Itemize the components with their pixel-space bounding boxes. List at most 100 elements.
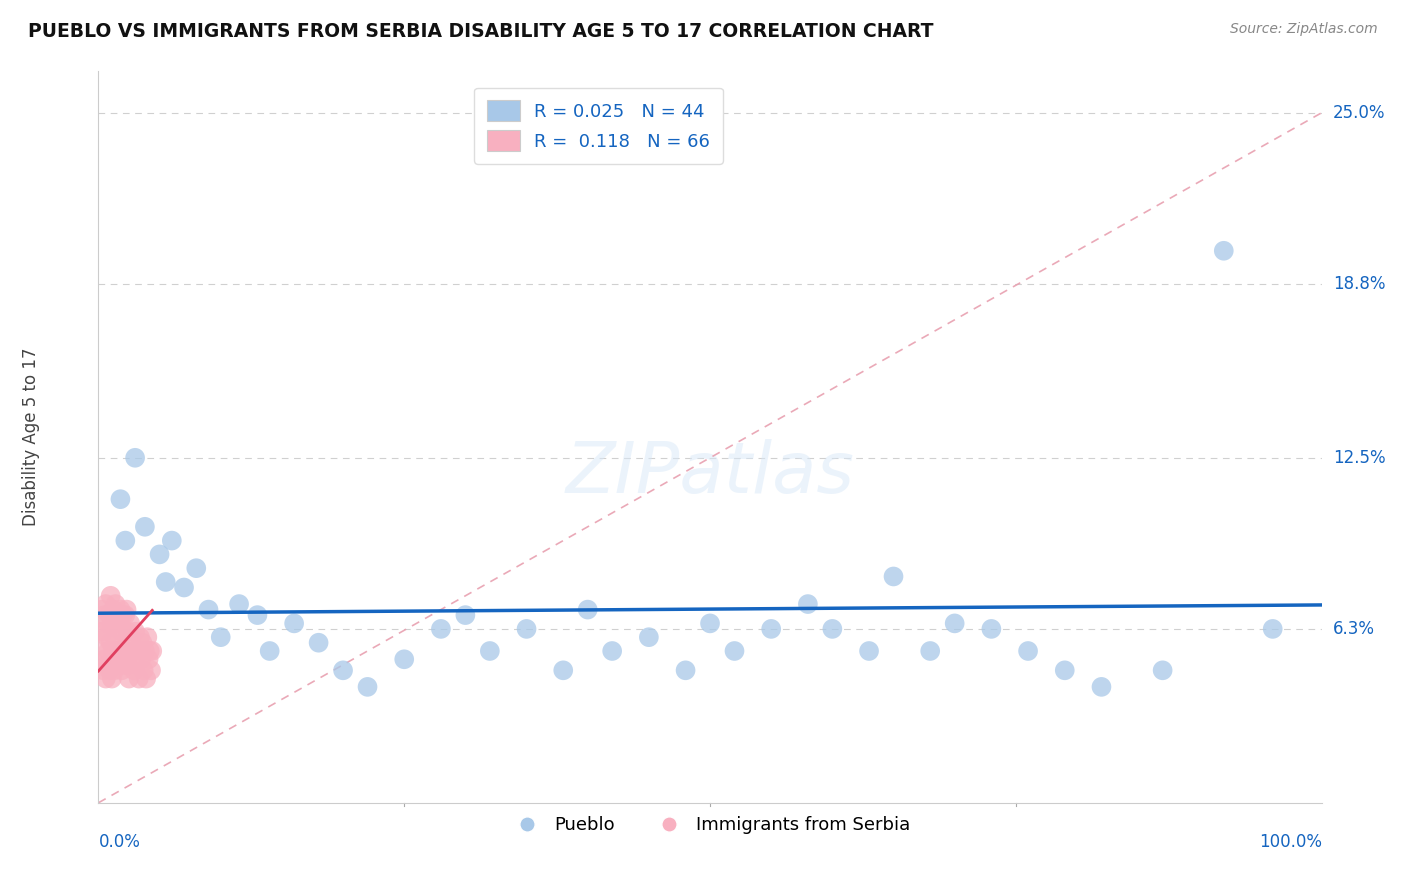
Point	[101, 602, 124, 616]
Point	[118, 672, 141, 686]
Point	[120, 630, 142, 644]
Point	[149, 548, 172, 562]
Point	[553, 663, 575, 677]
Point	[943, 616, 966, 631]
Point	[111, 624, 134, 639]
Point	[1053, 663, 1076, 677]
Point	[111, 608, 134, 623]
Point	[761, 622, 783, 636]
Point	[132, 663, 155, 677]
Point	[89, 624, 111, 639]
Point	[108, 616, 131, 631]
Point	[129, 630, 152, 644]
Point	[120, 616, 142, 631]
Point	[112, 624, 135, 639]
Point	[124, 450, 146, 465]
Point	[124, 624, 146, 639]
Point	[392, 652, 416, 666]
Point	[1212, 244, 1234, 258]
Point	[430, 622, 453, 636]
Point	[117, 624, 139, 639]
Point	[883, 569, 905, 583]
Point	[103, 608, 125, 623]
Point	[94, 672, 117, 686]
Point	[173, 581, 195, 595]
Point	[228, 597, 250, 611]
Text: 18.8%: 18.8%	[1333, 275, 1385, 293]
Point	[114, 533, 136, 548]
Point	[110, 492, 132, 507]
Point	[110, 644, 132, 658]
Text: PUEBLO VS IMMIGRANTS FROM SERBIA DISABILITY AGE 5 TO 17 CORRELATION CHART: PUEBLO VS IMMIGRANTS FROM SERBIA DISABIL…	[28, 22, 934, 41]
Point	[139, 663, 162, 677]
Point	[105, 657, 128, 672]
Point	[821, 622, 844, 636]
Point	[110, 602, 132, 616]
Point	[1152, 663, 1174, 677]
Point	[129, 652, 152, 666]
Point	[111, 644, 134, 658]
Point	[117, 657, 139, 672]
Point	[155, 574, 177, 589]
Text: 0.0%: 0.0%	[98, 833, 141, 851]
Point	[114, 608, 136, 623]
Text: 100.0%: 100.0%	[1258, 833, 1322, 851]
Point	[797, 597, 820, 611]
Point	[121, 644, 143, 658]
Point	[478, 644, 501, 658]
Text: Disability Age 5 to 17: Disability Age 5 to 17	[22, 348, 41, 526]
Legend: Pueblo, Immigrants from Serbia: Pueblo, Immigrants from Serbia	[502, 809, 918, 841]
Point	[1090, 680, 1112, 694]
Point	[160, 533, 183, 548]
Point	[114, 644, 136, 658]
Point	[96, 630, 118, 644]
Point	[107, 608, 129, 623]
Point	[118, 636, 141, 650]
Point	[96, 657, 118, 672]
Point	[105, 616, 128, 631]
Point	[93, 652, 115, 666]
Point	[356, 680, 378, 694]
Point	[104, 597, 127, 611]
Point	[91, 602, 114, 616]
Point	[115, 602, 138, 616]
Point	[332, 663, 354, 677]
Point	[259, 644, 281, 658]
Point	[920, 644, 942, 658]
Text: 6.3%: 6.3%	[1333, 620, 1375, 638]
Point	[107, 644, 129, 658]
Point	[100, 589, 122, 603]
Point	[515, 622, 537, 636]
Point	[101, 644, 124, 658]
Point	[100, 636, 122, 650]
Point	[91, 663, 114, 677]
Point	[111, 663, 134, 677]
Point	[131, 636, 153, 650]
Point	[115, 652, 138, 666]
Point	[980, 622, 1002, 636]
Point	[139, 644, 162, 658]
Point	[90, 644, 112, 658]
Point	[134, 520, 156, 534]
Point	[283, 616, 305, 631]
Point	[600, 644, 623, 658]
Point	[454, 608, 477, 623]
Point	[94, 597, 117, 611]
Point	[135, 672, 157, 686]
Point	[108, 657, 131, 672]
Point	[209, 630, 232, 644]
Text: 25.0%: 25.0%	[1333, 103, 1385, 122]
Text: ZIPatlas: ZIPatlas	[565, 439, 855, 508]
Point	[1017, 644, 1039, 658]
Point	[576, 602, 599, 616]
Point	[122, 663, 145, 677]
Point	[97, 644, 120, 658]
Point	[98, 608, 121, 623]
Point	[134, 644, 156, 658]
Point	[699, 616, 721, 631]
Text: Source: ZipAtlas.com: Source: ZipAtlas.com	[1230, 22, 1378, 37]
Point	[104, 636, 127, 650]
Point	[136, 630, 159, 644]
Point	[186, 561, 208, 575]
Point	[103, 663, 125, 677]
